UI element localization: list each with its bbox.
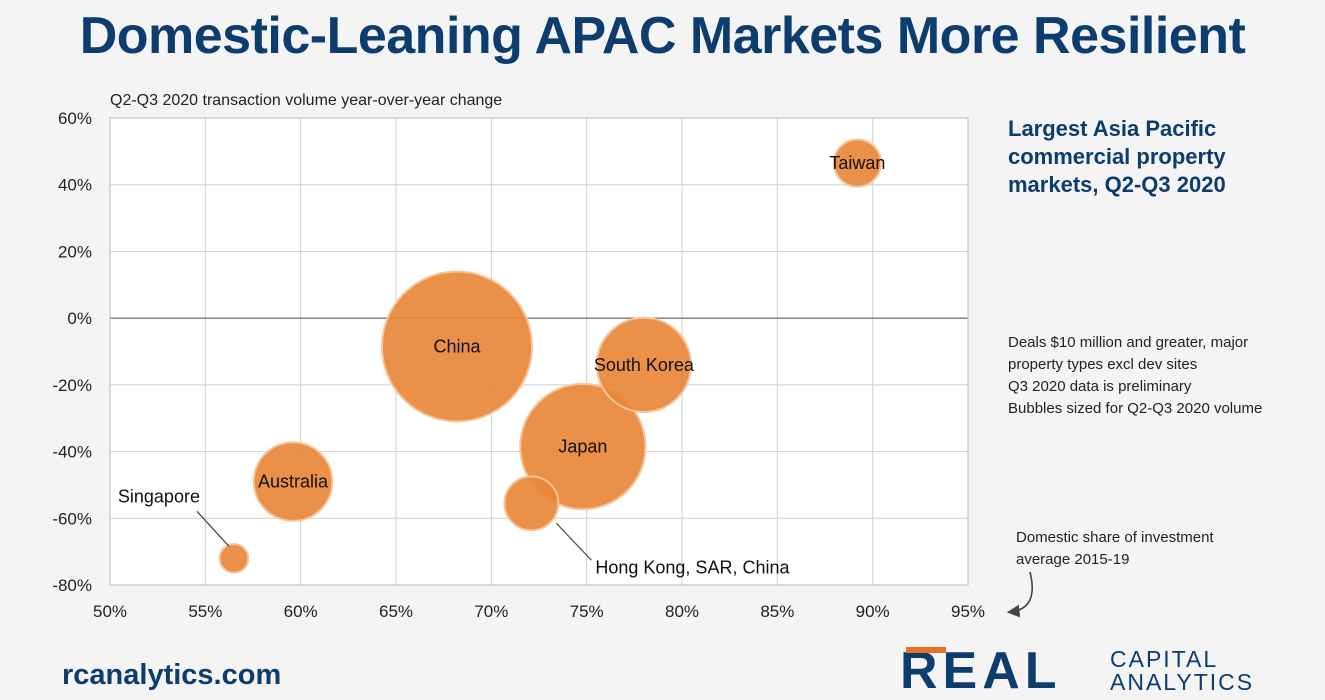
bubble-label: Taiwan (829, 153, 885, 173)
note-line: property types excl dev sites (1008, 356, 1198, 373)
note-line: Bubbles sized for Q2-Q3 2020 volume (1008, 400, 1263, 417)
axis-note-arrow (1006, 571, 1034, 618)
x-tick-label: 70% (474, 602, 508, 621)
note-line: Q3 2020 data is preliminary (1008, 378, 1192, 395)
bubble (252, 441, 334, 522)
x-axis-label-line: average 2015-19 (1016, 551, 1130, 568)
leader-line (555, 522, 592, 561)
bubble-label: Japan (558, 437, 607, 457)
page-title: Domestic-Leaning APAC Markets More Resil… (79, 7, 1246, 65)
y-tick-label: 20% (58, 242, 92, 261)
side-title-line: markets, Q2-Q3 2020 (1008, 172, 1226, 197)
leader-line (196, 510, 230, 547)
bubble-label: Australia (258, 472, 329, 492)
y-tick-label: -40% (52, 443, 92, 462)
x-tick-label: 90% (856, 602, 890, 621)
logo-line: CAPITAL (1110, 646, 1219, 672)
y-tick-label: 60% (58, 109, 92, 128)
website-link[interactable]: rcanalytics.com (62, 659, 282, 691)
y-tick-label: -80% (52, 576, 92, 595)
y-tick-label: -60% (52, 509, 92, 528)
logo-line: ANALYTICS (1110, 669, 1255, 695)
bubble-label: South Korea (594, 355, 695, 375)
side-title: Largest Asia Pacific commercial property… (1008, 115, 1308, 199)
side-title-line: commercial property (1008, 144, 1226, 169)
bubble (832, 138, 882, 188)
bubble-label: Hong Kong, SAR, China (595, 557, 790, 577)
chart-subtitle: Q2-Q3 2020 transaction volume year-over-… (110, 92, 503, 109)
x-tick-label: 95% (951, 602, 985, 621)
bubble (218, 543, 250, 574)
x-tick-label: 65% (379, 602, 413, 621)
bubble-label: China (433, 336, 481, 356)
chart-notes: Deals $10 million and greater, major pro… (1008, 332, 1318, 420)
bubble (595, 316, 693, 413)
x-tick-label: 85% (760, 602, 794, 621)
x-tick-label: 75% (570, 602, 604, 621)
logo-word: REAL (900, 642, 1062, 700)
x-tick-label: 50% (93, 602, 127, 621)
y-tick-label: 0% (67, 309, 92, 328)
x-axis-label-line: Domestic share of investment (1016, 529, 1214, 546)
x-axis-label: Domestic share of investment average 201… (1016, 527, 1256, 571)
logo-subtitle: CAPITAL ANALYTICS (1110, 648, 1254, 694)
bubble (381, 270, 534, 423)
x-tick-label: 55% (188, 602, 222, 621)
logo-accent-bar (906, 647, 946, 653)
y-tick-label: -20% (52, 376, 92, 395)
side-title-line: Largest Asia Pacific (1008, 116, 1217, 141)
x-tick-label: 80% (665, 602, 699, 621)
plot-border (109, 117, 969, 586)
bubble (503, 475, 560, 532)
bubble-label: Singapore (118, 486, 200, 506)
y-tick-label: 40% (58, 176, 92, 195)
x-tick-label: 60% (284, 602, 318, 621)
note-line: Deals $10 million and greater, major (1008, 334, 1249, 351)
bubble (519, 382, 647, 511)
